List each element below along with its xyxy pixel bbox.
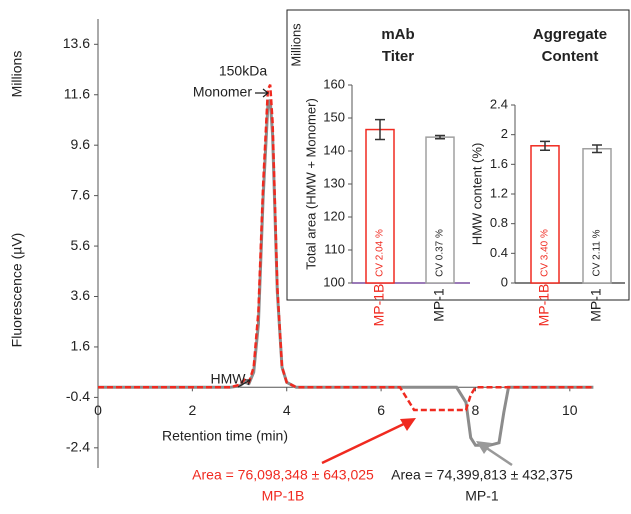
y-tick-label: 1.6 [490,156,508,171]
y-tick-label: 120 [323,208,345,223]
y-unit-label: Millions [9,51,25,98]
y-tick-label: 1.2 [490,185,508,200]
y-tick-label: -2.4 [66,439,90,455]
y-tick-label: 100 [323,274,345,289]
area-label: Area = 74,399,813 ± 432,375 [391,467,573,483]
x-tick-label: MP-1B [371,284,387,327]
inset-title: mAb [381,26,414,43]
area-arrow [321,419,411,465]
inset-title: Aggregate [533,26,607,43]
y-tick-label: 5.6 [71,237,91,253]
y-tick-label: 2 [501,126,508,141]
y-tick-label: -0.4 [66,388,90,404]
bar-label: CV 0.37 % [435,229,446,277]
area-sample: MP-1 [465,488,499,504]
x-tick-label: 4 [283,402,291,418]
annotation: HMW [211,371,247,387]
error-bar [592,144,602,154]
y-tick-label: 110 [324,241,345,256]
y-axis-title: Total area (HMW + Monomer) [303,98,318,270]
y-tick-label: 2.4 [490,96,508,111]
y-axis-title: HMW content (%) [469,143,484,246]
x-tick-label: 10 [562,402,578,418]
x-tick-label: 0 [94,402,102,418]
x-tick-label: 8 [472,402,480,418]
area-arrow-head [400,418,416,431]
y-tick-label: 11.6 [64,85,90,101]
annotation-arrow [255,88,269,98]
y-tick-label: 130 [323,175,345,190]
area-label: Area = 76,098,348 ± 643,025 [192,467,374,483]
x-tick-label: MP-1 [588,288,604,322]
y-tick-label: 0.4 [490,245,508,260]
y-axis-title: Fluorescence (µV) [9,233,25,348]
error-bar [435,134,445,140]
bar-label: CV 2.11 % [592,229,603,276]
inset-title: Content [542,48,599,65]
error-bar [540,140,550,151]
x-axis-title: Retention time (min) [162,428,288,444]
bar [365,128,395,284]
error-bar [375,118,385,141]
inset-title: Titer [382,48,414,65]
y-tick-label: 9.6 [71,136,91,152]
y-unit-label: Millions [288,23,303,67]
y-tick-label: 1.6 [71,338,91,354]
y-tick-label: 140 [323,142,345,157]
bar [582,148,612,284]
bar-label: CV 3.40 % [540,229,551,277]
y-tick-label: 160 [323,76,345,91]
y-tick-label: 7.6 [71,186,91,202]
annotation: 150kDa [219,63,267,79]
y-tick-label: 3.6 [71,287,91,303]
series-line [98,84,594,412]
inset-frame [286,9,630,301]
area-arrow-head [476,441,492,454]
y-tick-label: 0 [501,274,508,289]
y-tick-label: 0.8 [490,215,508,230]
x-tick-label: 2 [188,402,196,418]
y-tick-label: 13.6 [63,35,90,51]
annotation-arrow [237,379,251,388]
area-sample: MP-1B [262,488,305,504]
annotation: Monomer [193,84,252,100]
x-tick-label: MP-1 [431,288,447,322]
y-tick-label: 150 [323,109,345,124]
x-tick-label: MP-1B [536,284,552,327]
bar-label: CV 2.04 % [375,229,386,277]
x-tick-label: 6 [377,402,385,418]
